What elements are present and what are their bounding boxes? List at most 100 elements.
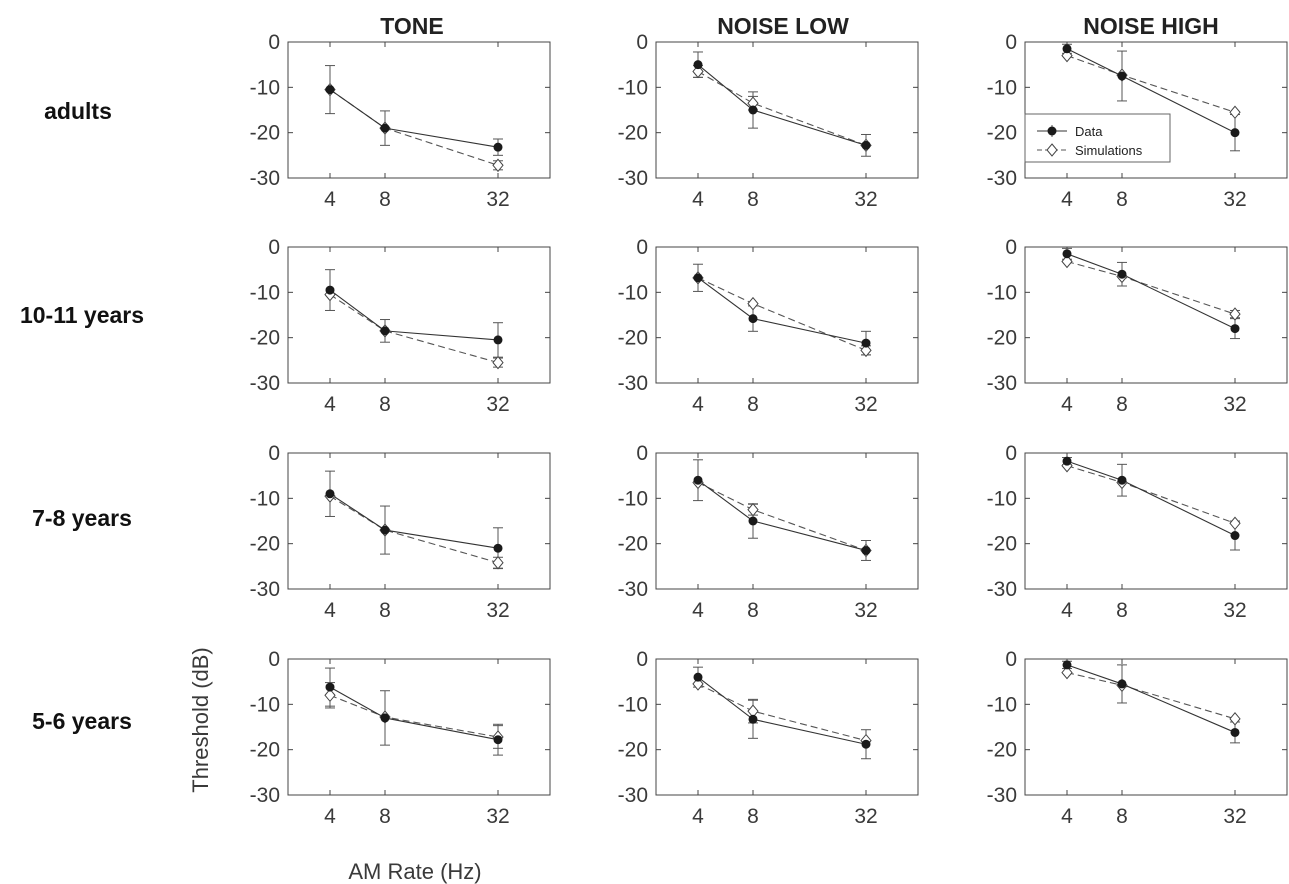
y-tick-label: -30 bbox=[987, 578, 1017, 601]
y-tick-label: -20 bbox=[618, 739, 648, 762]
x-tick-label: 4 bbox=[1061, 805, 1073, 828]
y-tick-label: -30 bbox=[250, 372, 280, 395]
y-tick-label: -30 bbox=[618, 784, 648, 807]
legend-label-data: Data bbox=[1075, 124, 1103, 139]
y-tick-label: 0 bbox=[636, 648, 648, 671]
y-tick-label: -10 bbox=[618, 487, 648, 510]
y-tick-label: -30 bbox=[987, 784, 1017, 807]
simulations-line bbox=[329, 294, 499, 364]
y-tick-label: -20 bbox=[250, 122, 280, 145]
y-tick-label: 0 bbox=[636, 31, 648, 54]
y-tick-label: -30 bbox=[250, 784, 280, 807]
data-point bbox=[380, 326, 390, 336]
plot-frame bbox=[287, 658, 551, 796]
data-point bbox=[861, 338, 871, 348]
data-point bbox=[380, 525, 390, 535]
x-tick-label: 8 bbox=[1116, 188, 1128, 211]
data-point bbox=[493, 142, 503, 152]
x-axis-label: AM Rate (Hz) bbox=[348, 859, 481, 884]
x-tick-label: 32 bbox=[854, 599, 877, 622]
row-label-7-8-years: 7-8 years bbox=[32, 505, 132, 531]
data-point bbox=[748, 516, 758, 526]
data-point bbox=[325, 682, 335, 692]
simulation-point bbox=[1229, 105, 1241, 120]
plot-frame bbox=[655, 452, 919, 590]
y-tick-label: -20 bbox=[987, 533, 1017, 556]
data-point bbox=[325, 285, 335, 295]
data-point bbox=[1117, 679, 1127, 689]
simulation-point bbox=[492, 158, 504, 173]
x-tick-label: 8 bbox=[379, 188, 391, 211]
simulation-point bbox=[692, 677, 704, 691]
data-point bbox=[748, 714, 758, 724]
simulation-point bbox=[860, 343, 872, 358]
data-point bbox=[861, 140, 871, 150]
data-point bbox=[380, 123, 390, 133]
y-tick-label: -30 bbox=[618, 167, 648, 190]
panel-5-6-years-noise-high: 0 -10 -20 -30 4 8 32 bbox=[987, 648, 1288, 828]
legend-data-marker bbox=[1047, 126, 1057, 136]
x-tick-label: 4 bbox=[692, 393, 704, 416]
data-point bbox=[693, 273, 703, 283]
simulation-point bbox=[492, 555, 504, 570]
panel-10-11-years-tone: 0 -10 -20 -30 4 8 32 bbox=[250, 236, 551, 416]
x-tick-label: 8 bbox=[747, 188, 759, 211]
y-tick-label: -30 bbox=[250, 578, 280, 601]
simulation-point bbox=[1061, 48, 1073, 63]
simulations-line bbox=[697, 70, 867, 146]
x-tick-label: 8 bbox=[379, 805, 391, 828]
x-tick-label: 4 bbox=[1061, 599, 1073, 622]
plot-frame bbox=[1024, 452, 1288, 590]
y-tick-label: 0 bbox=[1005, 442, 1017, 465]
data-point bbox=[1117, 475, 1127, 485]
legend-label-simulations: Simulations bbox=[1075, 143, 1143, 158]
x-tick-label: 32 bbox=[1223, 188, 1246, 211]
data-point bbox=[493, 735, 503, 745]
y-tick-label: 0 bbox=[1005, 236, 1017, 259]
y-tick-label: 0 bbox=[268, 31, 280, 54]
x-tick-label: 8 bbox=[747, 599, 759, 622]
x-tick-label: 4 bbox=[324, 599, 336, 622]
y-tick-label: 0 bbox=[1005, 31, 1017, 54]
x-tick-label: 8 bbox=[1116, 393, 1128, 416]
y-tick-label: -20 bbox=[618, 327, 648, 350]
column-title-tone: TONE bbox=[380, 13, 443, 39]
data-point bbox=[693, 60, 703, 70]
y-tick-label: 0 bbox=[1005, 648, 1017, 671]
simulation-point bbox=[1229, 712, 1241, 726]
y-tick-label: -20 bbox=[987, 122, 1017, 145]
simulation-point bbox=[747, 502, 759, 517]
x-tick-label: 4 bbox=[692, 599, 704, 622]
x-tick-label: 8 bbox=[379, 393, 391, 416]
y-tick-label: -10 bbox=[618, 693, 648, 716]
simulation-point bbox=[492, 355, 504, 370]
y-tick-label: -10 bbox=[250, 76, 280, 99]
x-tick-label: 32 bbox=[486, 188, 509, 211]
x-tick-label: 32 bbox=[1223, 599, 1246, 622]
y-axis-label: Threshold (dB) bbox=[188, 647, 213, 793]
y-tick-label: 0 bbox=[268, 648, 280, 671]
data-point bbox=[1062, 456, 1072, 466]
panel-7-8-years-tone: 0 -10 -20 -30 4 8 32 bbox=[250, 442, 551, 622]
x-tick-label: 32 bbox=[486, 393, 509, 416]
y-tick-label: -10 bbox=[987, 487, 1017, 510]
legend: Data Simulations bbox=[1024, 113, 1171, 163]
plot-frame bbox=[1024, 658, 1288, 796]
simulation-point bbox=[1061, 665, 1073, 680]
panel-5-6-years-tone: 0 -10 -20 -30 4 8 32 bbox=[250, 648, 551, 828]
y-tick-label: -20 bbox=[618, 533, 648, 556]
data-point bbox=[380, 713, 390, 723]
data-point bbox=[1062, 249, 1072, 259]
y-tick-label: -10 bbox=[987, 76, 1017, 99]
plot-frame bbox=[1024, 246, 1288, 384]
y-tick-label: -10 bbox=[250, 693, 280, 716]
simulations-line bbox=[329, 495, 499, 564]
x-tick-label: 8 bbox=[747, 393, 759, 416]
x-tick-label: 32 bbox=[486, 805, 509, 828]
y-tick-label: -30 bbox=[250, 167, 280, 190]
y-tick-label: -10 bbox=[618, 281, 648, 304]
simulation-point bbox=[324, 688, 336, 703]
data-point bbox=[1062, 660, 1072, 670]
data-point bbox=[1117, 269, 1127, 279]
row-labels: adults 10-11 years 7-8 years 5-6 years bbox=[20, 98, 144, 734]
